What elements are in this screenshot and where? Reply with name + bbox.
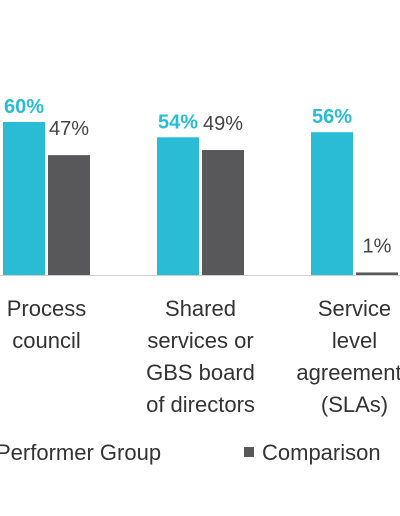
value-label: 47% xyxy=(49,118,89,140)
legend-label: Comparison xyxy=(262,440,381,465)
x-tick-label: Process council xyxy=(7,296,86,353)
x-tick-label: Shared services or GBS board of directors xyxy=(146,296,255,417)
legend-swatch xyxy=(244,447,254,457)
legend-label: Performer Group xyxy=(0,440,161,465)
value-label: 54% xyxy=(158,111,198,133)
bar xyxy=(202,150,244,275)
value-label: 1% xyxy=(363,235,392,257)
value-label: 60% xyxy=(4,96,44,118)
bar xyxy=(157,137,199,275)
bar xyxy=(3,122,45,275)
bar xyxy=(48,155,90,275)
bar xyxy=(311,132,353,275)
value-label: 49% xyxy=(203,113,243,135)
value-label: 56% xyxy=(312,106,352,128)
x-tick-label: Servicelevelagreements(SLAs) xyxy=(296,296,400,417)
bar xyxy=(356,272,398,275)
